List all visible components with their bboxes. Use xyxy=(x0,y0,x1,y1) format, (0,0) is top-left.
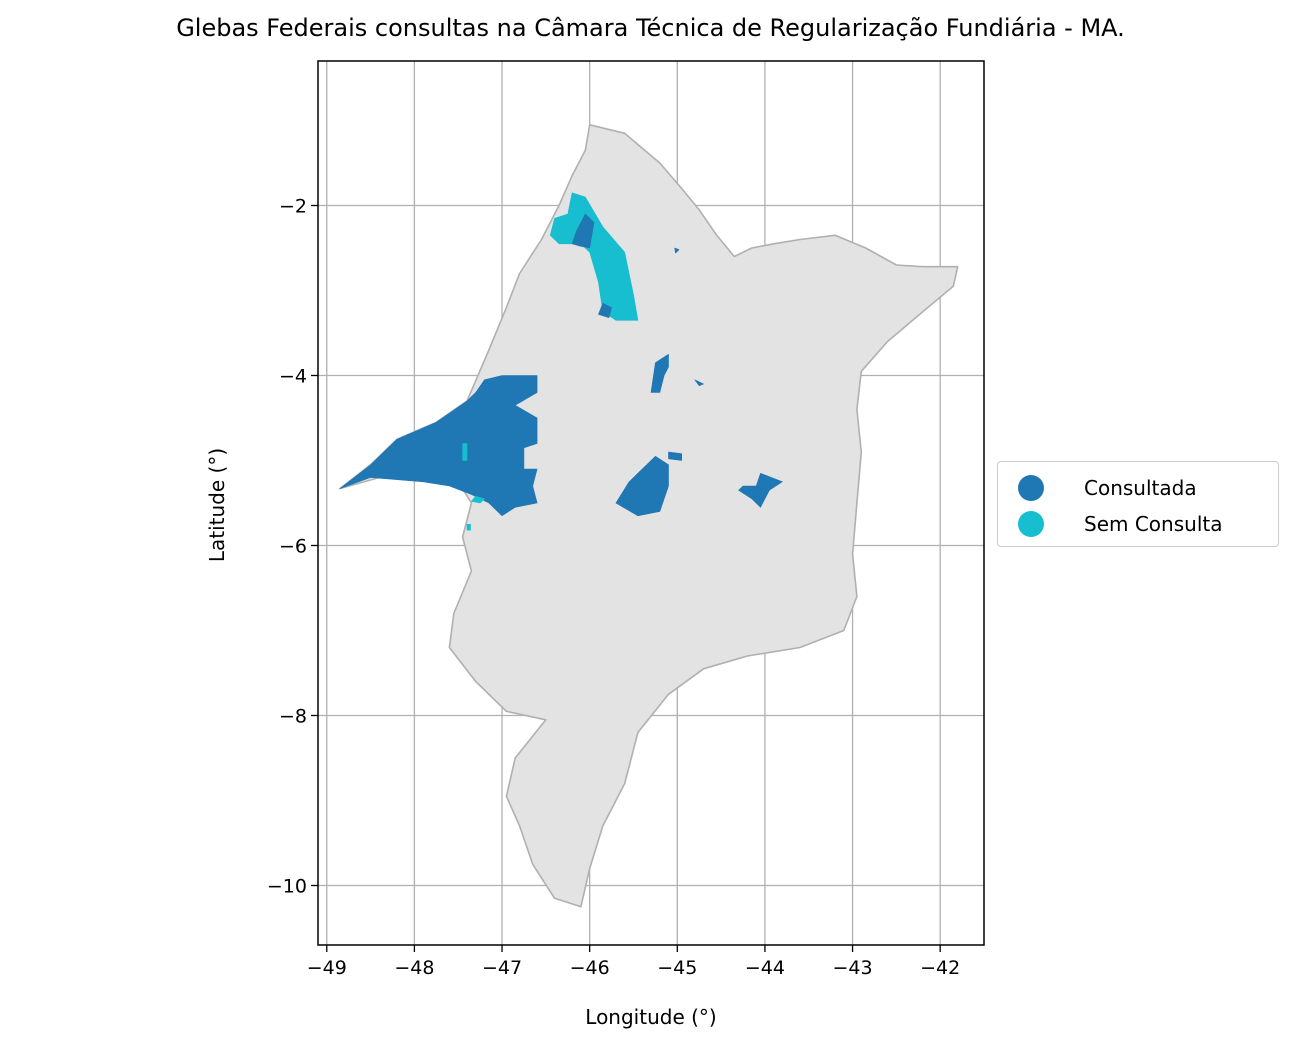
legend-item-sem-consulta: Sem Consulta xyxy=(1018,509,1222,539)
gleba-consultada xyxy=(694,379,704,387)
y-tick-label: −8 xyxy=(279,706,307,728)
plot-frame xyxy=(317,60,985,946)
chart-title: Glebas Federais consultas na Câmara Técn… xyxy=(176,14,1125,42)
x-tick-label: −44 xyxy=(745,957,785,979)
state-layer xyxy=(339,124,959,908)
gleba-consultada xyxy=(598,302,612,319)
legend-label-sem-consulta: Sem Consulta xyxy=(1084,512,1223,536)
gleba-sem-consulta xyxy=(471,495,485,504)
gleba-sem-consulta xyxy=(462,443,468,461)
x-tick-label: −45 xyxy=(657,957,697,979)
y-tick-label: −6 xyxy=(279,536,307,558)
y-tick-label: −2 xyxy=(279,196,307,218)
y-tick-label: −4 xyxy=(279,366,307,388)
gleba-consultada xyxy=(738,472,783,508)
legend-marker-sem-consulta xyxy=(1018,511,1044,537)
gleba-sem-consulta xyxy=(549,192,639,321)
y-tick-label: −10 xyxy=(267,876,307,898)
gleba-consultada xyxy=(571,213,595,249)
gleba-consultada xyxy=(339,375,538,517)
gleba-consultada xyxy=(650,353,669,393)
x-tick-label: −48 xyxy=(394,957,434,979)
legend-marker-consultada xyxy=(1018,475,1044,501)
legend-item-consultada: Consultada xyxy=(1018,473,1197,503)
x-tick-label: −49 xyxy=(307,957,347,979)
gleba-consultada xyxy=(615,455,669,517)
tick-layer: −49 −48 −47 −46 −45 −44 −43 −42 −2 −4 −6 −8 −10 xyxy=(267,196,960,980)
legend-label-consultada: Consultada xyxy=(1084,476,1197,500)
y-axis-label: Latitude (°) xyxy=(205,448,229,562)
x-tick-label: −46 xyxy=(570,957,610,979)
x-tick-label: −47 xyxy=(482,957,522,979)
glebas-layer xyxy=(339,192,783,531)
maranhao-state-outline xyxy=(339,124,959,908)
gleba-sem-consulta xyxy=(466,523,471,531)
gleba-consultada xyxy=(668,451,683,461)
x-tick-label: −43 xyxy=(832,957,872,979)
gleba-consultada xyxy=(674,247,680,254)
legend: Consultada Sem Consulta xyxy=(997,461,1279,547)
x-axis-label: Longitude (°) xyxy=(585,1005,716,1029)
x-tick-label: −42 xyxy=(920,957,960,979)
